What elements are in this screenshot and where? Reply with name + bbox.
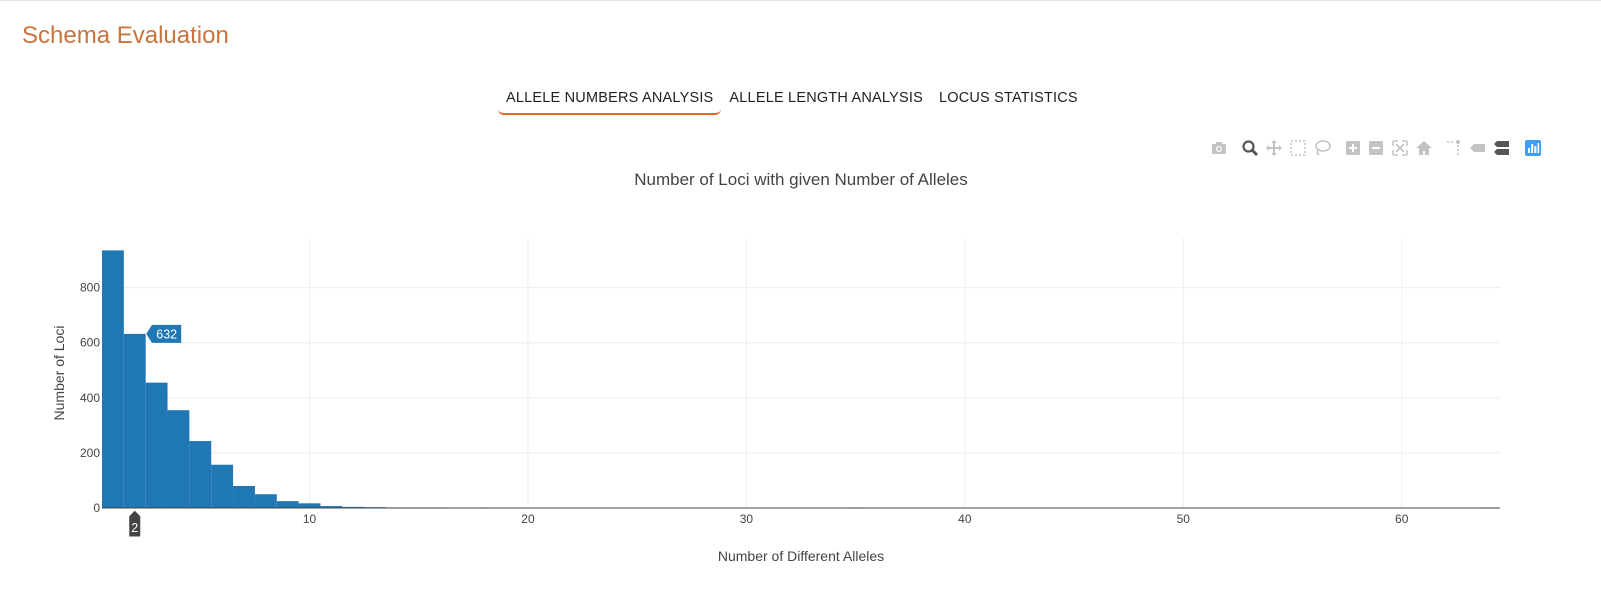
chart-title: Number of Loci with given Number of Alle…: [634, 170, 968, 189]
zoom-icon[interactable]: [1240, 138, 1260, 158]
top-divider: [0, 0, 1601, 1]
histogram-bar: [342, 506, 365, 508]
page-title: Schema Evaluation: [22, 22, 229, 49]
grid: [102, 238, 1500, 508]
histogram-bar: [102, 250, 124, 509]
y-tick-label: 0: [93, 501, 100, 515]
x-tick-label: 10: [303, 512, 317, 526]
x-tick-label: 60: [1395, 512, 1409, 526]
y-tick-label: 800: [80, 281, 100, 295]
histogram-bar: [233, 485, 255, 508]
reset-axes-icon[interactable]: [1414, 138, 1434, 158]
histogram-bar: [167, 410, 190, 508]
tab-locus-statistics[interactable]: LOCUS STATISTICS: [938, 90, 1078, 106]
tab-bar: ALLELE NUMBERS ANALYSIS ALLELE LENGTH AN…: [498, 83, 1086, 117]
plotly-logo-icon[interactable]: [1523, 138, 1543, 158]
bars: [102, 250, 1500, 509]
x-tick-label: 20: [521, 512, 535, 526]
y-tick-label: 200: [80, 446, 100, 460]
x-tick-label: 40: [958, 512, 972, 526]
pan-icon[interactable]: [1264, 138, 1284, 158]
histogram-bar: [254, 494, 277, 508]
x-tick-label: 50: [1177, 512, 1191, 526]
histogram-bar: [123, 333, 146, 508]
y-axis-title: Number of Loci: [51, 326, 67, 421]
camera-icon[interactable]: [1209, 138, 1229, 158]
box-select-icon[interactable]: [1288, 138, 1308, 158]
hover-closest-icon[interactable]: [1468, 138, 1488, 158]
zoom-in-icon[interactable]: [1343, 138, 1363, 158]
hover-x-label: 2: [131, 521, 138, 535]
hover-compare-icon[interactable]: [1492, 138, 1512, 158]
lasso-select-icon[interactable]: [1312, 138, 1332, 158]
y-tick-label: 400: [80, 391, 100, 405]
histogram-bar: [276, 501, 299, 508]
zoom-out-icon[interactable]: [1366, 138, 1386, 158]
hover-value-label: 632: [156, 327, 177, 341]
tab-allele-length-analysis[interactable]: ALLELE LENGTH ANALYSIS: [729, 90, 923, 106]
hover-value-box: [145, 323, 183, 344]
hover-x-box: [128, 509, 142, 538]
histogram-bar: [320, 506, 343, 508]
histogram-bar: [211, 464, 234, 508]
histogram-bar: [298, 503, 321, 508]
histogram-bar: [189, 441, 212, 508]
hover-labels: 632 2: [128, 323, 183, 538]
spike-lines-icon[interactable]: [1444, 138, 1464, 158]
autoscale-icon[interactable]: [1390, 138, 1410, 158]
tab-allele-numbers-analysis[interactable]: ALLELE NUMBERS ANALYSIS: [498, 83, 722, 115]
x-axis-title: Number of Different Alleles: [718, 548, 884, 564]
histogram-bar: [145, 382, 168, 508]
x-tick-label: 30: [740, 512, 754, 526]
y-tick-label: 600: [80, 336, 100, 350]
